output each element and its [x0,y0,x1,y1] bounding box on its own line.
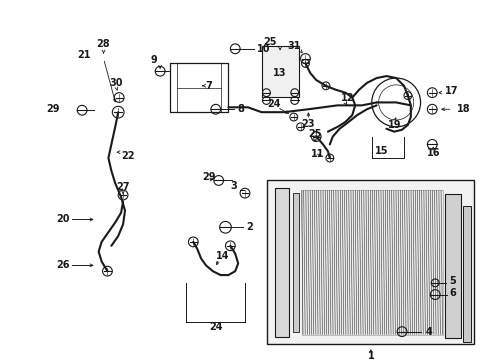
Text: 14: 14 [215,251,229,261]
Text: 8: 8 [237,104,244,114]
Text: 12: 12 [340,93,353,103]
Text: 10: 10 [256,44,270,54]
Text: 22: 22 [121,151,134,161]
Text: 15: 15 [374,146,387,156]
Bar [292,193,298,332]
Text: 21: 21 [77,50,91,60]
Text: 29: 29 [46,104,60,114]
Text: 20: 20 [56,215,69,225]
Text: 16: 16 [426,148,439,158]
Text: 25: 25 [263,37,277,47]
Bar [301,190,442,334]
Text: 28: 28 [97,39,110,49]
Text: 2: 2 [245,222,252,232]
Text: 4: 4 [425,327,431,337]
Text: 1: 1 [366,351,373,360]
Bar [275,188,288,337]
Bar [463,206,470,342]
Text: 26: 26 [56,260,69,270]
Text: 18: 18 [456,104,469,114]
Bar [444,194,460,338]
Text: 27: 27 [116,182,129,192]
Text: 3: 3 [230,181,237,191]
Text: 9: 9 [151,55,157,66]
Text: 24: 24 [208,322,222,332]
Text: 7: 7 [205,81,212,91]
Text: 5: 5 [448,276,455,286]
Text: 31: 31 [286,41,300,51]
Bar [261,46,298,96]
Text: 29: 29 [202,172,215,181]
Text: 11: 11 [311,149,324,159]
Text: 24: 24 [267,99,281,109]
Text: 25: 25 [308,129,321,139]
Text: 6: 6 [449,288,456,298]
Text: 19: 19 [386,120,400,130]
Text: 17: 17 [444,86,458,96]
Text: 23: 23 [301,119,314,129]
Text: 30: 30 [109,78,122,88]
Bar [267,180,473,344]
Text: 13: 13 [273,68,286,78]
